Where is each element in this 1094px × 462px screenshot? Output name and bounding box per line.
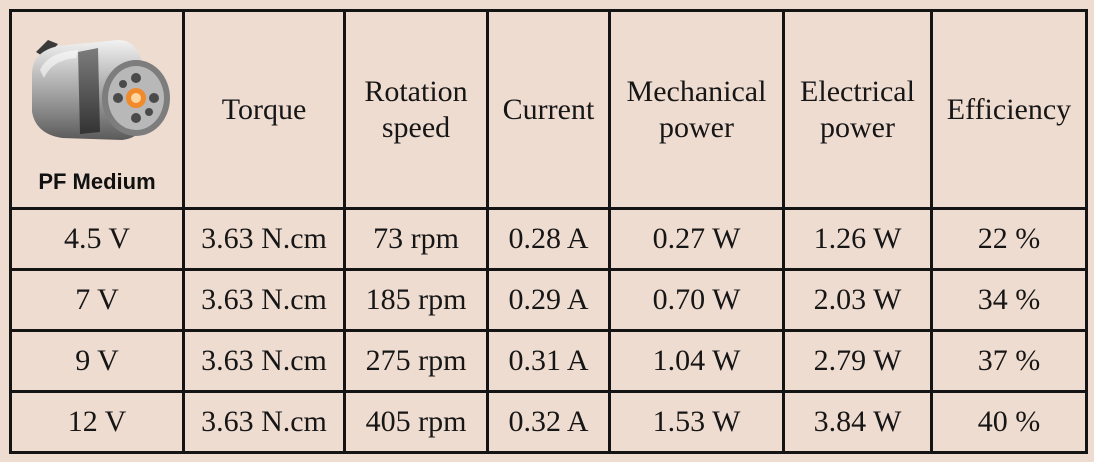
electrical-power-cell: 1.26 W — [782, 207, 933, 271]
header-mechanical-power: Mechanical power — [608, 9, 785, 210]
rotation-speed-cell: 185 rpm — [343, 268, 489, 332]
header-electrical-power: Electrical power — [782, 9, 933, 210]
electrical-power-cell: 3.84 W — [782, 390, 933, 454]
efficiency-cell: 22 % — [930, 207, 1088, 271]
header-current: Current — [486, 9, 611, 210]
voltage-cell: 9 V — [9, 329, 185, 393]
torque-cell: 3.63 N.cm — [182, 207, 346, 271]
rotation-speed-cell: 405 rpm — [343, 390, 489, 454]
table-row: 12 V 3.63 N.cm 405 rpm 0.32 A 1.53 W 3.8… — [9, 390, 1088, 454]
current-cell: 0.32 A — [486, 390, 611, 454]
current-cell: 0.31 A — [486, 329, 611, 393]
lego-power-functions-motor-icon — [32, 40, 170, 140]
torque-cell: 3.63 N.cm — [182, 268, 346, 332]
motor-label: PF Medium — [38, 169, 156, 194]
table-container: PF Medium Torque Rotation speed Current … — [9, 9, 1088, 454]
motor-spec-table: PF Medium Torque Rotation speed Current … — [9, 9, 1088, 454]
electrical-power-cell: 2.79 W — [782, 329, 933, 393]
table-row: 9 V 3.63 N.cm 275 rpm 0.31 A 1.04 W 2.79… — [9, 329, 1088, 393]
header-efficiency: Efficiency — [930, 9, 1088, 210]
motor-header-cell: PF Medium — [9, 9, 185, 210]
efficiency-cell: 34 % — [930, 268, 1088, 332]
header-row: PF Medium Torque Rotation speed Current … — [9, 9, 1088, 210]
torque-cell: 3.63 N.cm — [182, 329, 346, 393]
efficiency-cell: 40 % — [930, 390, 1088, 454]
efficiency-cell: 37 % — [930, 329, 1088, 393]
table-row: 4.5 V 3.63 N.cm 73 rpm 0.28 A 0.27 W 1.2… — [9, 207, 1088, 271]
current-cell: 0.29 A — [486, 268, 611, 332]
mechanical-power-cell: 1.53 W — [608, 390, 785, 454]
voltage-cell: 7 V — [9, 268, 185, 332]
electrical-power-cell: 2.03 W — [782, 268, 933, 332]
voltage-cell: 4.5 V — [9, 207, 185, 271]
table-row: 7 V 3.63 N.cm 185 rpm 0.29 A 0.70 W 2.03… — [9, 268, 1088, 332]
rotation-speed-cell: 73 rpm — [343, 207, 489, 271]
current-cell: 0.28 A — [486, 207, 611, 271]
header-rotation-speed: Rotation speed — [343, 9, 489, 210]
voltage-cell: 12 V — [9, 390, 185, 454]
mechanical-power-cell: 0.70 W — [608, 268, 785, 332]
header-torque: Torque — [182, 9, 346, 210]
mechanical-power-cell: 1.04 W — [608, 329, 785, 393]
mechanical-power-cell: 0.27 W — [608, 207, 785, 271]
torque-cell: 3.63 N.cm — [182, 390, 346, 454]
rotation-speed-cell: 275 rpm — [343, 329, 489, 393]
